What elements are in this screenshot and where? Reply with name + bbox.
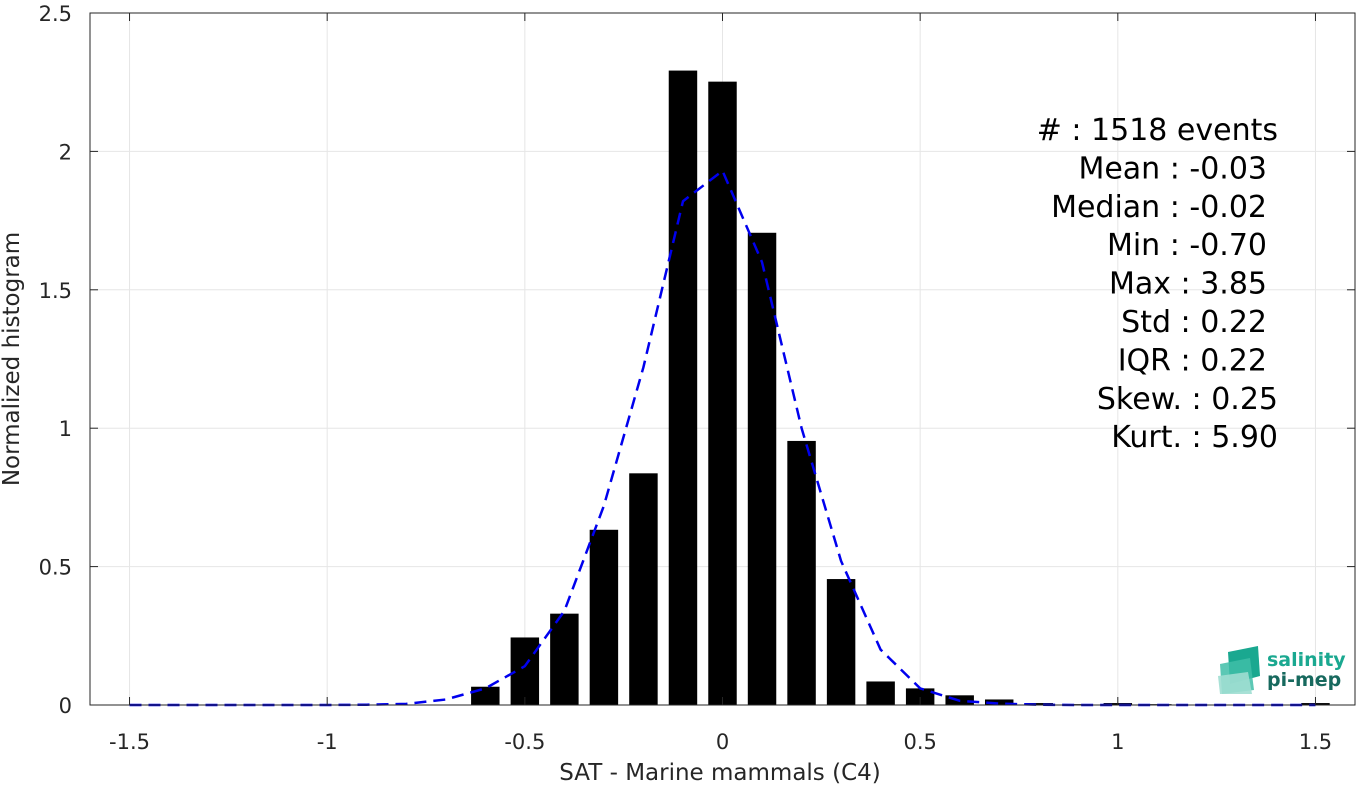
x-tick-label: 1.5 (1299, 730, 1332, 754)
salinity-pi-mep-logo: salinity pi-mep (1218, 646, 1346, 694)
x-axis-title: SAT - Marine mammals (C4) (559, 760, 881, 785)
x-axis-ticks: -1.5 -1 -0.5 0 0.5 1 1.5 (109, 13, 1332, 754)
histogram-bar (668, 70, 698, 705)
histogram-bar (866, 681, 895, 705)
stat-line: Std : 0.22 (1121, 305, 1267, 340)
histogram-bars (471, 70, 1330, 705)
x-tick-label: -0.5 (504, 730, 545, 754)
histogram-bar (550, 613, 579, 705)
x-tick-label: 0 (716, 730, 729, 754)
histogram-bar (629, 473, 658, 705)
histogram-bar (471, 686, 500, 705)
histogram-bar (826, 579, 856, 705)
y-axis-ticks: 0 0.5 1 1.5 2 2.5 (39, 2, 1355, 718)
y-tick-label: 1 (59, 417, 72, 441)
histogram-bar (984, 699, 1014, 705)
stat-line: Mean : -0.03 (1078, 151, 1267, 186)
histogram-bar (787, 440, 816, 705)
stat-line: # : 1518 events (1037, 113, 1278, 148)
y-axis-title: Normalized histogram (0, 232, 25, 486)
logo-emblem-icon (1218, 646, 1260, 694)
x-tick-label: -1.5 (109, 730, 150, 754)
stat-line: Kurt. : 5.90 (1111, 420, 1278, 455)
logo-line-pi-mep: pi-mep (1267, 669, 1341, 691)
stat-line: Min : -0.70 (1107, 228, 1267, 263)
histogram-bar (747, 232, 777, 705)
y-tick-label: 2 (59, 140, 72, 164)
y-tick-label: 0 (59, 694, 72, 718)
histogram-bar (708, 81, 737, 705)
y-tick-label: 0.5 (39, 556, 72, 580)
y-tick-label: 1.5 (39, 279, 72, 303)
stat-line: Median : -0.02 (1051, 190, 1267, 225)
histogram-bar (905, 688, 935, 705)
x-tick-label: 0.5 (903, 730, 936, 754)
y-tick-label: 2.5 (39, 2, 72, 26)
histogram-bar (1024, 703, 1053, 705)
stat-line: Skew. : 0.25 (1097, 382, 1278, 417)
histogram-bar (589, 529, 619, 705)
x-tick-label: -1 (317, 730, 338, 754)
stat-line: Max : 3.85 (1109, 267, 1267, 302)
x-tick-label: 1 (1111, 730, 1124, 754)
stat-line: IQR : 0.22 (1118, 343, 1267, 378)
histogram-bar (510, 637, 540, 705)
logo-line-salinity: salinity (1267, 649, 1346, 671)
